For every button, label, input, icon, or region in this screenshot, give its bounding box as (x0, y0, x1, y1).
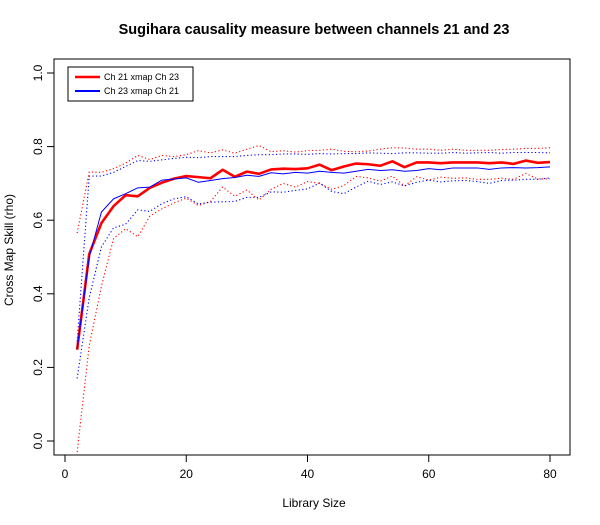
series-line-bound-3 (76, 172, 550, 453)
legend-label-ch21-xmap-ch23: Ch 21 xmap Ch 23 (104, 72, 179, 82)
x-tick-label: 0 (62, 467, 69, 481)
series-layer (75, 144, 551, 453)
y-axis: 0.0 0.2 0.4 0.6 0.8 1.0 (31, 64, 55, 449)
series-line-bound-2 (76, 144, 551, 234)
x-axis-label: Library Size (282, 496, 346, 510)
series-line-ch-21-xmap-ch-23 (75, 159, 551, 350)
legend: Ch 21 xmap Ch 23 Ch 23 xmap Ch 21 (67, 66, 194, 102)
y-axis-label: Cross Map Skill (rho) (2, 194, 16, 306)
legend-box (67, 66, 194, 102)
chart-title: Sugihara causality measure between chann… (119, 22, 510, 38)
x-tick-label: 60 (422, 467, 436, 481)
plot-frame (53, 58, 571, 456)
y-tick-label: 0.0 (31, 432, 45, 449)
series-line-ch-23-xmap-ch-21 (76, 166, 551, 350)
x-tick-label: 20 (180, 467, 194, 481)
y-tick-label: 0.4 (31, 285, 45, 302)
y-tick-label: 0.2 (31, 359, 45, 376)
x-tick-label: 80 (543, 467, 557, 481)
y-tick-label: 0.8 (31, 138, 45, 155)
x-tick-label: 40 (301, 467, 315, 481)
legend-label-ch23-xmap-ch21: Ch 23 xmap Ch 21 (104, 86, 179, 96)
series-line-bound-5 (76, 177, 551, 379)
y-tick-label: 1.0 (31, 64, 45, 81)
y-tick-label: 0.6 (31, 212, 45, 229)
x-axis: 0 20 40 60 80 (62, 454, 557, 481)
series-line-bound-4 (76, 151, 551, 342)
